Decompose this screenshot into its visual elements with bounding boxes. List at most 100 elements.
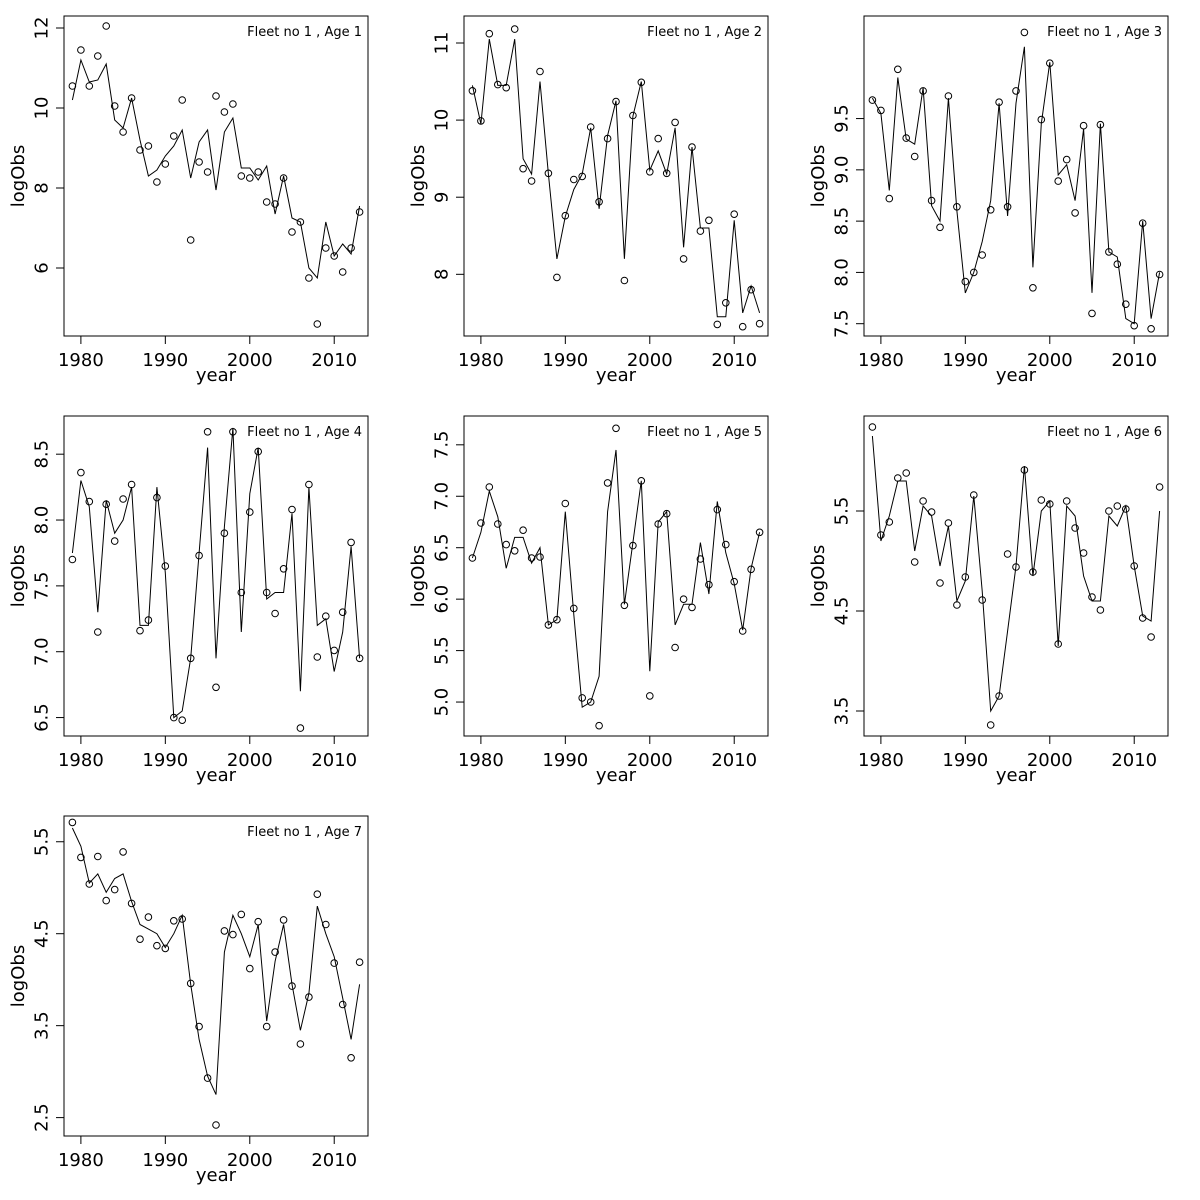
observation-point (110, 885, 119, 894)
observation-point (305, 480, 313, 489)
panel-title: Fleet no 1 , Age 6 (1047, 425, 1162, 440)
y-axis-label: logObs (8, 545, 29, 607)
observation-point (229, 930, 237, 939)
observation-point (110, 537, 119, 545)
observation-point (502, 540, 511, 549)
x-tick-label: 1990 (942, 350, 988, 371)
x-tick-label: 2010 (1111, 350, 1157, 371)
y-axis-label: logObs (408, 545, 429, 607)
observation-point (961, 277, 970, 286)
observation-point (313, 320, 322, 328)
plot-frame (63, 815, 369, 1137)
observation-point (305, 274, 313, 282)
observation-point (468, 87, 477, 95)
observation-point (570, 604, 578, 613)
observation-point (995, 692, 1003, 700)
x-tick-label: 1980 (58, 350, 104, 371)
observation-point (1003, 203, 1012, 211)
observation-point (755, 319, 764, 328)
observation-point (1079, 549, 1088, 557)
panel-age-7: Fleet no 1 , Age 7 1980 1990 2000 2010 2.5 3.5… (8, 815, 369, 1186)
observation-point (288, 505, 296, 514)
panel-title: Fleet no 1 , Age 4 (247, 425, 362, 440)
x-tick-label: 2000 (1027, 750, 1073, 771)
fitted-line (71, 58, 361, 280)
observation-point (894, 474, 902, 482)
x-tick-label: 1990 (542, 350, 588, 371)
y-tick-label: 6.0 (432, 585, 453, 614)
observation-point (144, 142, 153, 150)
observation-point (262, 1022, 271, 1031)
y-tick-label: 7.5 (432, 430, 453, 459)
y-tick-label: 7.0 (32, 637, 53, 666)
y-tick-label: 9.0 (832, 156, 853, 185)
observation-point (1054, 177, 1062, 185)
y-tick-label: 6.5 (432, 533, 453, 562)
y-axis-label: logObs (808, 145, 829, 207)
x-axis-label: year (196, 365, 237, 386)
observation-point (288, 982, 296, 990)
observation-point (696, 555, 705, 563)
observation-point (355, 654, 364, 663)
observation-point (127, 480, 136, 489)
observation-point (1096, 120, 1105, 129)
observation-point (110, 102, 119, 110)
observation-point (494, 80, 502, 89)
plot-frame (463, 15, 769, 337)
observation-point (170, 132, 178, 140)
observation-point (237, 172, 246, 180)
panel-age-3: Fleet no 1 , Age 3 1980 1990 2000 2010 7.5 8.0… (808, 15, 1169, 386)
x-tick-label: 2010 (311, 750, 357, 771)
observation-point (1054, 640, 1062, 648)
plot-frame (863, 415, 1169, 737)
observation-point (730, 577, 739, 586)
observation-point (713, 505, 722, 514)
observation-point (553, 273, 561, 282)
observation-point (262, 198, 271, 206)
y-tick-label: 10 (432, 109, 453, 132)
x-tick-label: 2010 (711, 350, 757, 371)
observation-point (186, 236, 195, 244)
observation-point (595, 198, 603, 206)
panel-age-5: Fleet no 1 , Age 5 1980 1990 2000 2010 5.0 5.5… (408, 415, 769, 786)
observation-point (544, 621, 553, 629)
observation-point (1037, 115, 1046, 124)
observation-point (553, 615, 561, 624)
observation-point (978, 251, 987, 259)
observation-point (330, 646, 339, 655)
observation-point (68, 555, 77, 564)
observation-point (288, 228, 296, 236)
y-tick-label: 5.5 (832, 497, 853, 526)
observation-point (296, 1040, 305, 1048)
panel-title: Fleet no 1 , Age 7 (247, 825, 362, 840)
observation-point (178, 716, 186, 725)
observation-point (927, 508, 936, 516)
observation-point (322, 920, 330, 929)
observation-point (119, 848, 127, 856)
observation-point (1071, 209, 1079, 217)
observation-point (279, 565, 288, 573)
observation-point (271, 948, 279, 956)
observation-point (936, 579, 944, 587)
x-axis-label: year (596, 765, 637, 786)
observation-point (68, 818, 77, 827)
observation-point (494, 520, 502, 528)
observation-point (970, 268, 978, 277)
x-tick-label: 2000 (627, 750, 673, 771)
observation-point (144, 616, 153, 624)
fitted-line (471, 39, 761, 318)
observation-point (1020, 466, 1029, 474)
observation-point (612, 424, 620, 433)
observation-point (620, 276, 629, 285)
observation-point (1105, 248, 1113, 256)
panel-age-6: Fleet no 1 , Age 6 1980 1990 2000 2010 3.5 4.5… (808, 415, 1169, 786)
y-axis-label: logObs (8, 145, 29, 207)
x-tick-label: 1990 (542, 750, 588, 771)
observation-point (178, 915, 186, 923)
observation-point (1062, 497, 1071, 505)
observation-point (519, 526, 527, 535)
observation-point (1029, 568, 1037, 576)
observation-point (347, 1054, 355, 1062)
observation-point (902, 469, 911, 477)
observation-point (203, 168, 212, 176)
